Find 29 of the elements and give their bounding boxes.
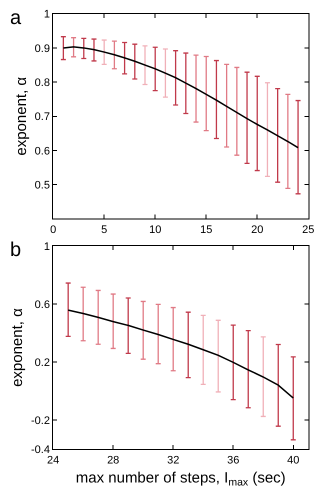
x-tick-label: 0 xyxy=(50,224,56,236)
x-tick-label: 24 xyxy=(47,454,60,466)
x-axis-title: max number of steps, I$_{max}$ (sec) xyxy=(76,469,286,488)
y-tick-label: 0.9 xyxy=(34,42,50,55)
x-tick-label: 28 xyxy=(107,454,120,466)
x-tick-label: 20 xyxy=(251,224,264,236)
y-tick-label: 0.6 xyxy=(34,298,50,311)
line-series xyxy=(62,46,299,148)
x-tick-label: 36 xyxy=(227,454,240,466)
x-tick-label: 10 xyxy=(149,224,162,236)
y-axis-title: exponent, α xyxy=(9,308,26,387)
y-tick-label: -0.4 xyxy=(31,444,50,456)
line-series xyxy=(67,309,294,399)
chart-title: a xyxy=(10,7,22,29)
x-tick-label: 25 xyxy=(302,224,314,236)
y-axis-title: exponent, α xyxy=(12,76,30,156)
y-tick-label: 0.2 xyxy=(34,356,50,369)
x-tick-label: 32 xyxy=(167,454,180,466)
y-tick-label: -0.2 xyxy=(31,414,50,427)
x-tick-label: 40 xyxy=(287,454,300,466)
y-tick-label: 0.7 xyxy=(34,111,50,124)
y-tick-label: 0.8 xyxy=(34,76,50,89)
y-tick-label: 0.6 xyxy=(34,145,50,158)
x-tick-label: 5 xyxy=(101,224,108,236)
y-tick-label: 1 xyxy=(44,240,50,253)
x-tick-label: 15 xyxy=(200,224,212,236)
y-tick-label: 1 xyxy=(44,8,50,21)
y-tick-label: 0.5 xyxy=(34,179,50,192)
chart-title: b xyxy=(10,239,22,261)
